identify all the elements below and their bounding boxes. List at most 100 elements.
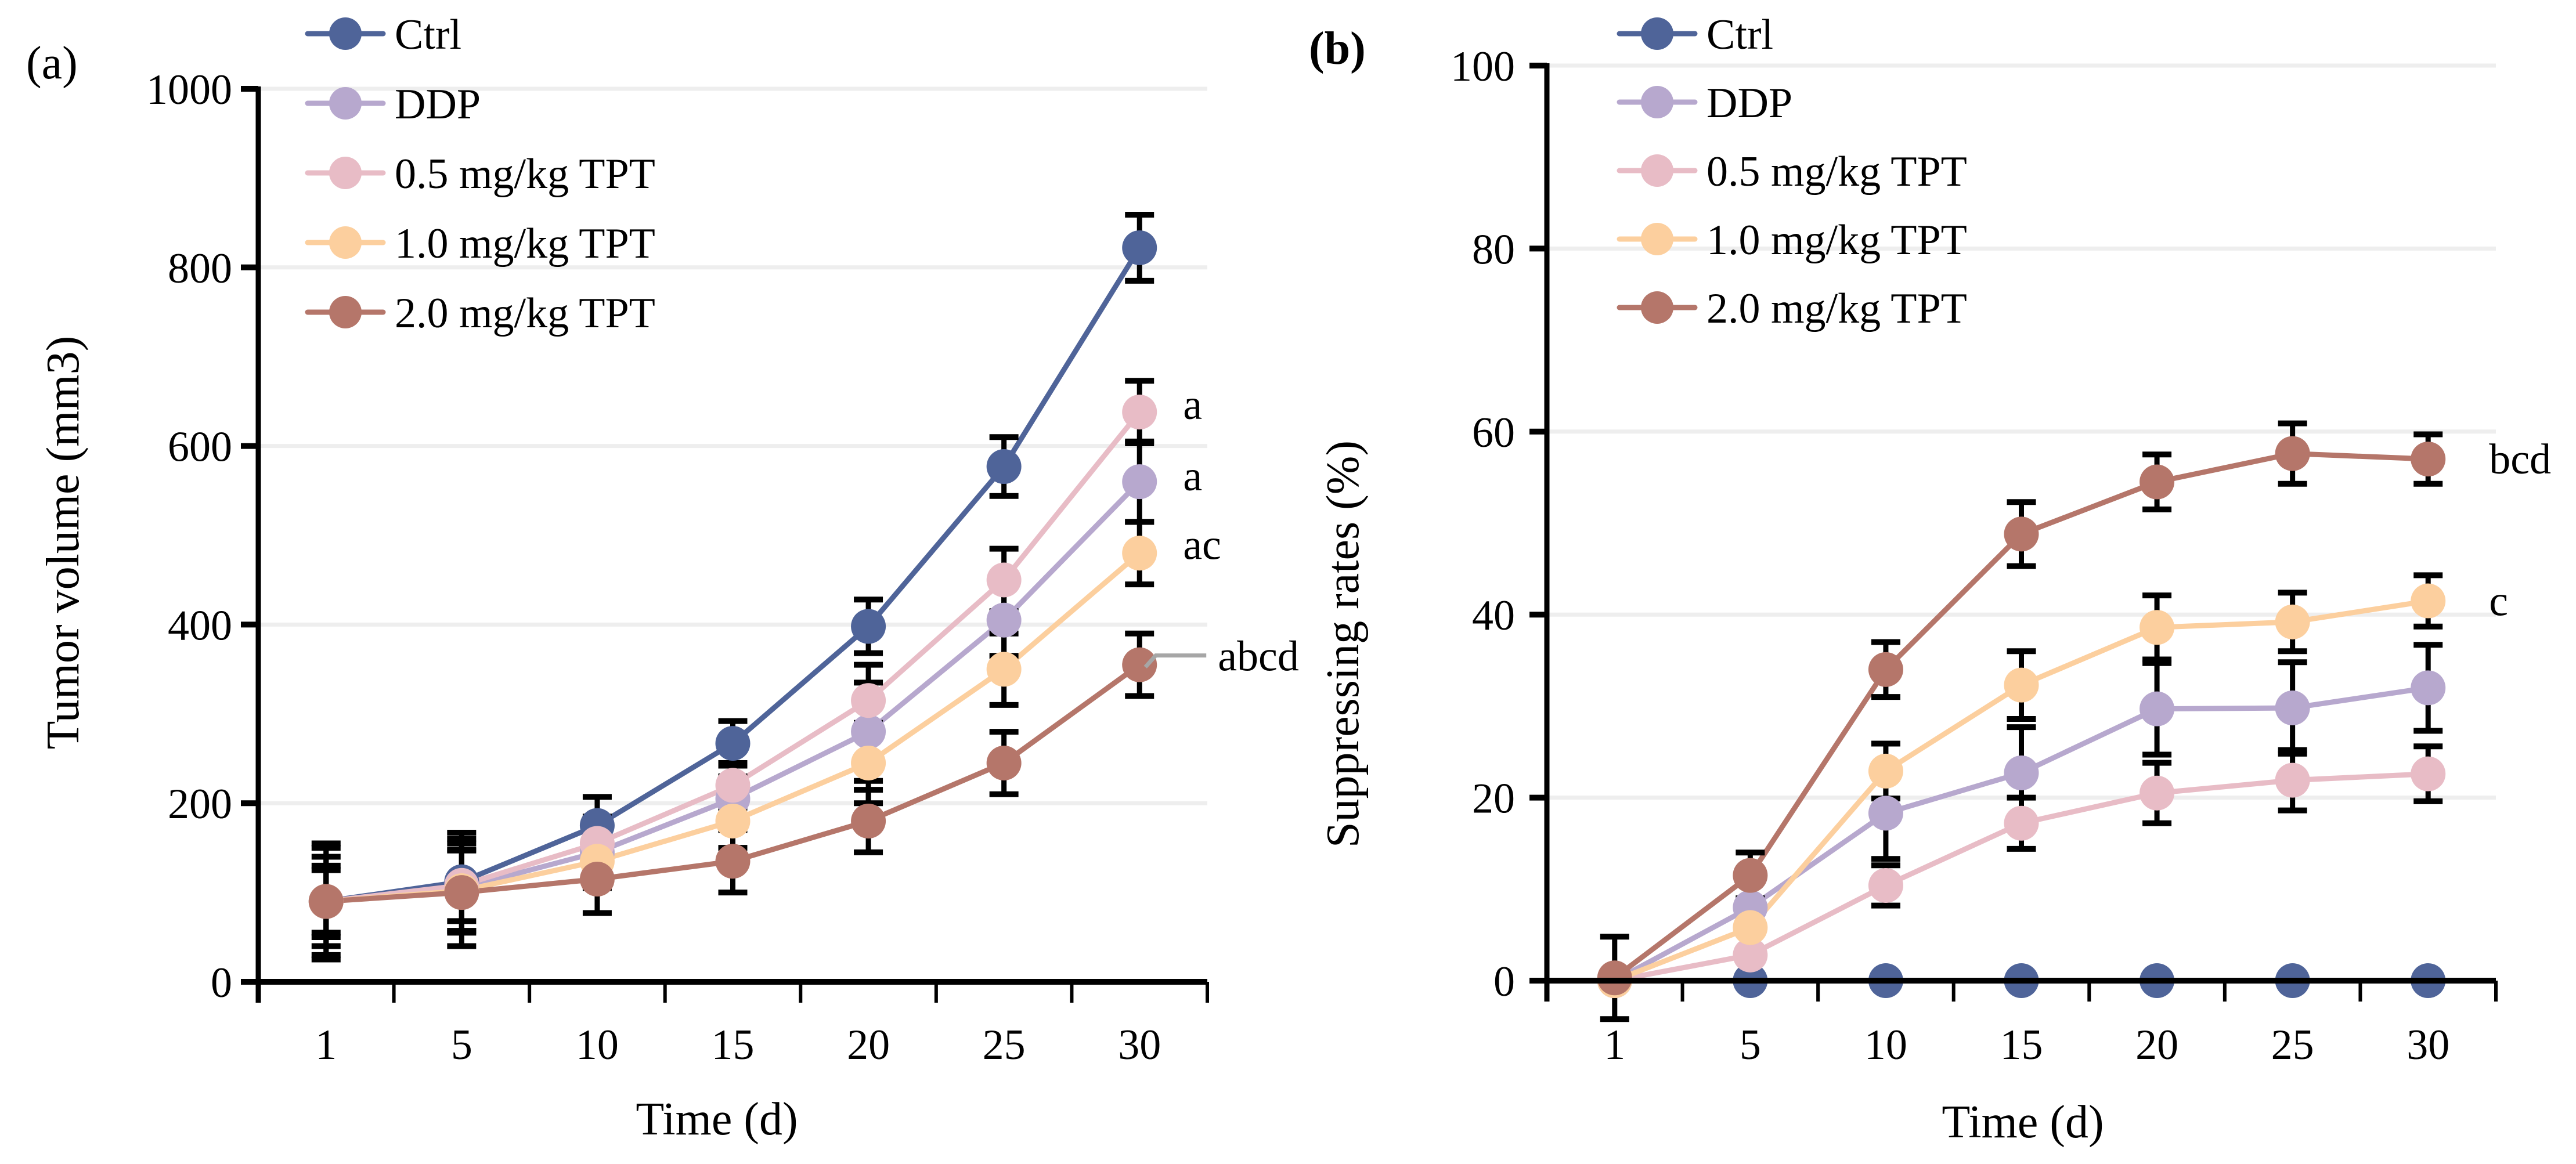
annotations-b: bcd c: [2489, 436, 2551, 625]
data-point: [2004, 805, 2039, 841]
legend-marker: [329, 226, 362, 259]
data-point: [1122, 647, 1157, 682]
x-tick-label: 30: [2407, 1021, 2449, 1069]
legend-label: 2.0 mg/kg TPT: [1706, 285, 1967, 332]
x-tick-label: 5: [451, 1021, 472, 1069]
legend-marker: [1641, 86, 1673, 118]
y-axis-title-b: Suppressing rates (%): [1318, 440, 1369, 848]
data-point: [2411, 670, 2446, 706]
data-point: [715, 726, 751, 761]
y-tick-label: 600: [168, 424, 232, 471]
y-tick-label: 60: [1472, 409, 1515, 457]
data-point: [2004, 516, 2039, 552]
x-tick-label: 25: [2271, 1021, 2314, 1069]
y-tick-label: 400: [168, 602, 232, 649]
y-tick-labels-a: 0 200 400 600 800 1000: [146, 66, 232, 1007]
x-tick-labels-a: 1 5 10 15 20 25 30: [315, 1021, 1161, 1069]
y-tick-label: 200: [168, 780, 232, 828]
legend-label: Ctrl: [395, 11, 461, 59]
data-point: [986, 745, 1022, 780]
data-point: [308, 884, 344, 919]
data-point: [1868, 753, 1903, 789]
axes-a: [241, 86, 1209, 1003]
y-tick-labels-b: 0 20 40 60 80 100: [1451, 43, 1515, 1006]
data-point: [1733, 858, 1768, 893]
data-point: [2411, 583, 2446, 619]
x-axis-title-b: Time (d): [1942, 1097, 2104, 1148]
data-point: [2004, 667, 2039, 703]
data-point: [1122, 464, 1157, 500]
data-point: [2004, 755, 2039, 791]
legend-label: 0.5 mg/kg TPT: [395, 150, 655, 198]
x-tick-label: 25: [983, 1021, 1026, 1069]
data-point: [2140, 775, 2175, 811]
data-point: [1868, 652, 1903, 687]
data-point: [1868, 867, 1903, 903]
x-tick-label: 15: [2000, 1021, 2043, 1069]
data-point: [715, 803, 751, 838]
legend-marker: [329, 157, 362, 189]
panel-label-a: (a): [26, 38, 78, 89]
data-point: [2275, 691, 2310, 726]
x-tick-labels-b: 1 5 10 15 20 25 30: [1604, 1021, 2449, 1069]
data-point: [444, 875, 479, 910]
data-point: [1122, 536, 1157, 571]
data-point: [579, 862, 615, 897]
y-tick-label: 1000: [146, 66, 232, 114]
data-point: [1733, 910, 1768, 945]
x-tick-label: 20: [847, 1021, 890, 1069]
significance-annotation: abcd: [1218, 633, 1299, 681]
legend-marker: [1641, 17, 1673, 50]
data-point: [1733, 937, 1768, 973]
x-tick-label: 10: [1864, 1021, 1907, 1069]
x-tick-label: 1: [315, 1021, 337, 1069]
legend-label: DDP: [395, 81, 481, 128]
significance-annotation: c: [2489, 578, 2508, 626]
panel-label-b: (b): [1309, 23, 1366, 74]
x-tick-label: 30: [1118, 1021, 1161, 1069]
data-point: [2411, 756, 2446, 791]
significance-annotation: a: [1183, 453, 1202, 500]
legend-marker: [329, 296, 362, 328]
significance-annotation: bcd: [2489, 436, 2551, 483]
data-point: [851, 714, 886, 750]
data-point: [2411, 442, 2446, 477]
legend-label: 0.5 mg/kg TPT: [1706, 148, 1967, 196]
y-axis-title-a: Tumor volume (mm3): [38, 336, 89, 750]
y-tick-label: 100: [1451, 43, 1515, 91]
legend-marker: [1641, 223, 1673, 255]
data-point: [851, 609, 886, 644]
x-tick-label: 1: [1604, 1021, 1625, 1069]
significance-annotation: ac: [1183, 521, 1221, 569]
annotation-leader-line: [1143, 653, 1207, 668]
x-tick-label: 15: [712, 1021, 755, 1069]
x-tick-label: 20: [2135, 1021, 2178, 1069]
data-point: [1868, 796, 1903, 831]
legend-a: Ctrl DDP 0.5 mg/kg TPT 1.0 mg/kg TPT 2.0 mg/…: [305, 11, 655, 337]
x-tick-label: 10: [576, 1021, 619, 1069]
data-point: [851, 745, 886, 780]
data-point: [986, 562, 1022, 598]
y-tick-label: 20: [1472, 775, 1515, 823]
legend-marker: [1641, 154, 1673, 187]
legend-label: Ctrl: [1706, 11, 1773, 59]
data-point: [715, 768, 751, 803]
data-point: [2275, 436, 2310, 471]
data-point: [715, 844, 751, 879]
legend-label: 1.0 mg/kg TPT: [395, 220, 655, 267]
data-point: [2140, 691, 2175, 726]
legend-marker: [329, 87, 362, 120]
gridlines-a: [258, 86, 1207, 805]
legend-label: 1.0 mg/kg TPT: [1706, 216, 1967, 264]
data-point: [986, 449, 1022, 484]
legend-marker: [329, 17, 362, 50]
data-point: [2140, 464, 2175, 500]
y-tick-label: 0: [211, 959, 232, 1007]
data-point: [851, 803, 886, 838]
data-point: [851, 683, 886, 718]
x-axis-title-a: Time (d): [636, 1094, 798, 1145]
data-point: [2140, 610, 2175, 645]
